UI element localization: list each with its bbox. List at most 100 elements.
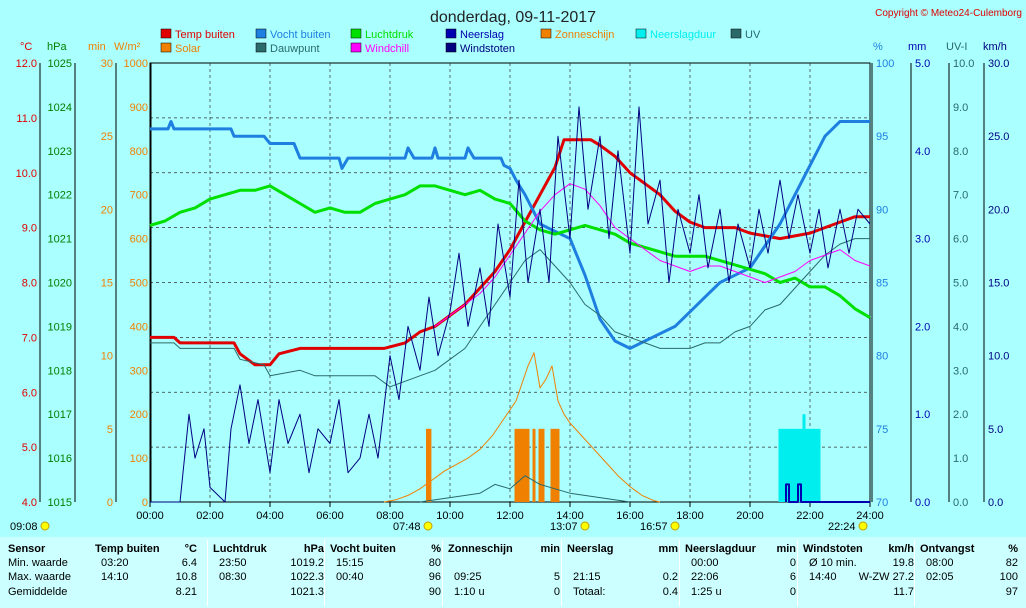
minutes-tick-label: 5 — [107, 424, 113, 436]
series-line-solar — [383, 352, 661, 503]
cell-value: 0.2 — [662, 571, 678, 583]
rain-tick-label: 0.0 — [915, 497, 930, 509]
cell-value: 0 — [789, 586, 796, 598]
bar-neerslagduur — [805, 428, 809, 502]
bar-zonneschijn — [514, 428, 518, 502]
humidity-tick-label: 75 — [876, 424, 888, 436]
column-unit: °C — [184, 543, 197, 555]
bar-neerslagduur — [790, 428, 794, 502]
pressure-tick-label: 1021 — [48, 234, 72, 246]
bar-zonneschijn — [526, 428, 530, 502]
cell-value: 0 — [789, 557, 796, 569]
bar-neerslagduur — [796, 428, 800, 502]
uv-tick-label: 7.0 — [953, 190, 968, 202]
time-tick-label: 18:00 — [676, 510, 704, 522]
cell-time: 1:25 u — [691, 586, 722, 598]
temp-tick-label: 8.0 — [22, 278, 37, 290]
cell-time: 22:06 — [691, 571, 719, 583]
legend-swatch — [255, 28, 267, 39]
pressure-tick-label: 1023 — [48, 146, 72, 158]
bar-neerslagduur — [787, 428, 791, 502]
humidity-tick-label: 95 — [876, 131, 888, 143]
cell-value: 97 — [1005, 586, 1018, 598]
cell-value: 6.4 — [181, 557, 197, 569]
cell-time: Totaal: — [573, 586, 606, 598]
column-unit: % — [1008, 543, 1018, 555]
legend-swatch — [445, 42, 457, 53]
time-tick-label: 14:00 — [556, 510, 584, 522]
column-unit: mm — [658, 543, 678, 555]
bar-zonneschijn — [550, 428, 554, 502]
column-separator — [914, 540, 915, 606]
cell-time: 1:10 u — [454, 586, 485, 598]
bar-zonneschijn — [553, 428, 557, 502]
solar-tick-label: 800 — [130, 146, 148, 158]
cell-value: 82 — [1005, 557, 1018, 569]
temp-tick-label: 11.0 — [16, 113, 37, 125]
cell-value: 1022.3 — [290, 571, 324, 583]
wind-tick-label: 5.0 — [988, 424, 1003, 436]
chart-title: donderdag, 09-11-2017 — [430, 9, 596, 26]
bar-zonneschijn — [426, 428, 429, 502]
column-unit: % — [431, 543, 441, 555]
wind-tick-label: 10.0 — [988, 351, 1009, 363]
legend-swatch — [635, 28, 647, 39]
minutes-tick-label: 30 — [101, 58, 113, 70]
uv-tick-label: 3.0 — [953, 365, 968, 377]
bar-neerslagduur — [784, 428, 788, 502]
legend-label: Solar — [175, 43, 201, 55]
minutes-unit: min — [88, 41, 106, 53]
humidity-unit: % — [873, 41, 883, 53]
rain-unit: mm — [908, 41, 926, 53]
solar-tick-label: 0 — [142, 497, 148, 509]
uv-tick-label: 8.0 — [953, 146, 968, 158]
minutes-tick-label: 20 — [101, 204, 113, 216]
cell-value: 0 — [553, 586, 560, 598]
legend-label: Temp buiten — [175, 29, 235, 41]
legend-label: Luchtdruk — [365, 29, 414, 41]
cell-value: W-ZW 27.2 — [858, 571, 914, 583]
cell-time: 09:25 — [454, 571, 482, 583]
bar-neerslagduur — [808, 428, 812, 502]
minutes-tick-label: 10 — [101, 351, 113, 363]
time-tick-label: 22:00 — [796, 510, 824, 522]
temp-tick-label: 9.0 — [22, 223, 37, 235]
uv-tick-label: 2.0 — [953, 409, 968, 421]
bar-zonneschijn — [520, 428, 524, 502]
bar-zonneschijn — [523, 428, 527, 502]
wind-tick-label: 15.0 — [988, 278, 1009, 290]
series-line-windstoten — [150, 106, 871, 503]
wind-tick-label: 25.0 — [988, 131, 1009, 143]
sun-icon — [423, 521, 433, 531]
humidity-tick-label: 70 — [876, 497, 888, 509]
legend-label: Vocht buiten — [270, 29, 331, 41]
legend-swatch — [445, 28, 457, 39]
legend-swatch — [255, 42, 267, 53]
cell-time: 23:50 — [219, 557, 247, 569]
cell-time: 03:20 — [101, 557, 129, 569]
series-line-windchill — [434, 183, 871, 327]
sun-icon — [670, 521, 680, 531]
cell-value: 11.7 — [893, 586, 914, 598]
column-unit: min — [540, 543, 560, 555]
cell-value: 10.8 — [175, 571, 197, 583]
minutes-tick-label: 0 — [107, 497, 113, 509]
sun-marker-label: 09:08 — [10, 521, 38, 533]
cell-time: 14:10 — [101, 571, 129, 583]
time-tick-label: 10:00 — [436, 510, 464, 522]
cell-time: 14:40 — [809, 571, 837, 583]
cell-value: 1019.2 — [290, 557, 324, 569]
legend-swatch — [350, 28, 362, 39]
series-line-uv — [419, 475, 631, 503]
uv-tick-label: 4.0 — [953, 321, 968, 333]
pressure-tick-label: 1020 — [48, 278, 72, 290]
bar-zonneschijn — [538, 428, 542, 502]
time-tick-label: 24:00 — [856, 510, 884, 522]
solar-tick-label: 300 — [130, 365, 148, 377]
legend-label: UV — [745, 29, 761, 41]
cell-value: 19.8 — [892, 557, 914, 569]
column-unit: km/h — [888, 543, 914, 555]
weather-chart: donderdag, 09-11-2017 Copyright © Meteo24… — [10, 8, 1022, 533]
sun-marker-label: 13:07 — [550, 521, 578, 533]
uv-tick-label: 6.0 — [953, 234, 968, 246]
